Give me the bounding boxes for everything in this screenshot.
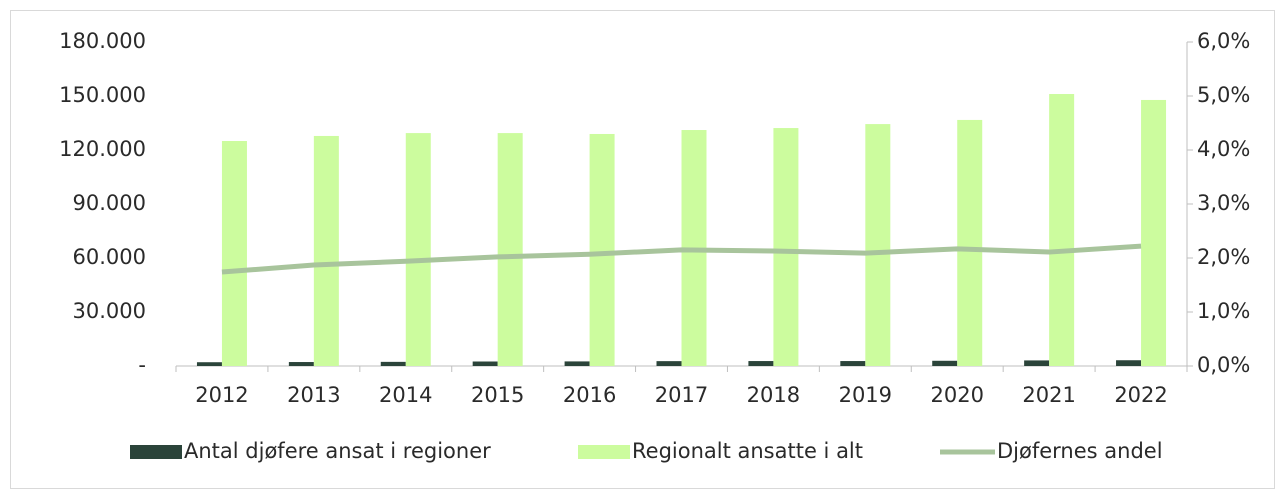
x-tick-label: 2017 (655, 383, 708, 407)
y-tick-label: 180.000 (59, 29, 146, 53)
y2-tick-label: 5,0% (1197, 83, 1250, 107)
bar (1049, 94, 1075, 367)
legend-label: Regionalt ansatte i alt (632, 439, 863, 463)
y2-tick-label: 4,0% (1197, 137, 1250, 161)
bar (932, 360, 958, 366)
bar (656, 361, 682, 366)
bar (957, 119, 983, 366)
y-tick-label: 30.000 (73, 299, 146, 323)
y-tick-label: 60.000 (73, 245, 146, 269)
y2-tick-label: 3,0% (1197, 191, 1250, 215)
bar (1116, 360, 1142, 366)
bar (472, 361, 498, 366)
y2-tick-label: 1,0% (1197, 299, 1250, 323)
bar (1141, 99, 1167, 367)
bar (748, 361, 774, 366)
bar (405, 133, 431, 366)
y2-tick-label: 0,0% (1197, 353, 1250, 377)
bar (221, 141, 247, 366)
bar (380, 361, 406, 366)
x-tick-label: 2019 (839, 383, 892, 407)
y-tick-label: - (138, 353, 146, 377)
y2-tick-label: 2,0% (1197, 245, 1250, 269)
bar (773, 128, 799, 366)
y-tick-label: 150.000 (59, 83, 146, 107)
x-tick-label: 2022 (1114, 383, 1167, 407)
x-tick-label: 2021 (1022, 383, 1075, 407)
bar (497, 133, 523, 366)
x-tick-label: 2013 (287, 383, 340, 407)
x-tick-label: 2020 (931, 383, 984, 407)
x-tick-label: 2018 (747, 383, 800, 407)
legend-label: Antal djøfere ansat i regioner (184, 439, 491, 463)
bar (840, 361, 866, 366)
y-tick-label: 90.000 (73, 191, 146, 215)
x-tick-label: 2015 (471, 383, 524, 407)
x-tick-label: 2012 (195, 383, 248, 407)
x-tick-label: 2016 (563, 383, 616, 407)
bar (1024, 360, 1050, 366)
bar (589, 133, 615, 366)
bar (288, 362, 314, 366)
bar (564, 361, 590, 366)
legend-label: Djøfernes andel (997, 439, 1163, 463)
x-tick-label: 2014 (379, 383, 432, 407)
y-tick-label: 120.000 (59, 137, 146, 161)
bar (865, 124, 891, 366)
bar (196, 362, 222, 366)
legend-swatch (578, 445, 630, 459)
line (221, 243, 1142, 275)
legend-swatch (130, 445, 182, 459)
bar (313, 135, 339, 366)
y2-tick-label: 6,0% (1197, 29, 1250, 53)
